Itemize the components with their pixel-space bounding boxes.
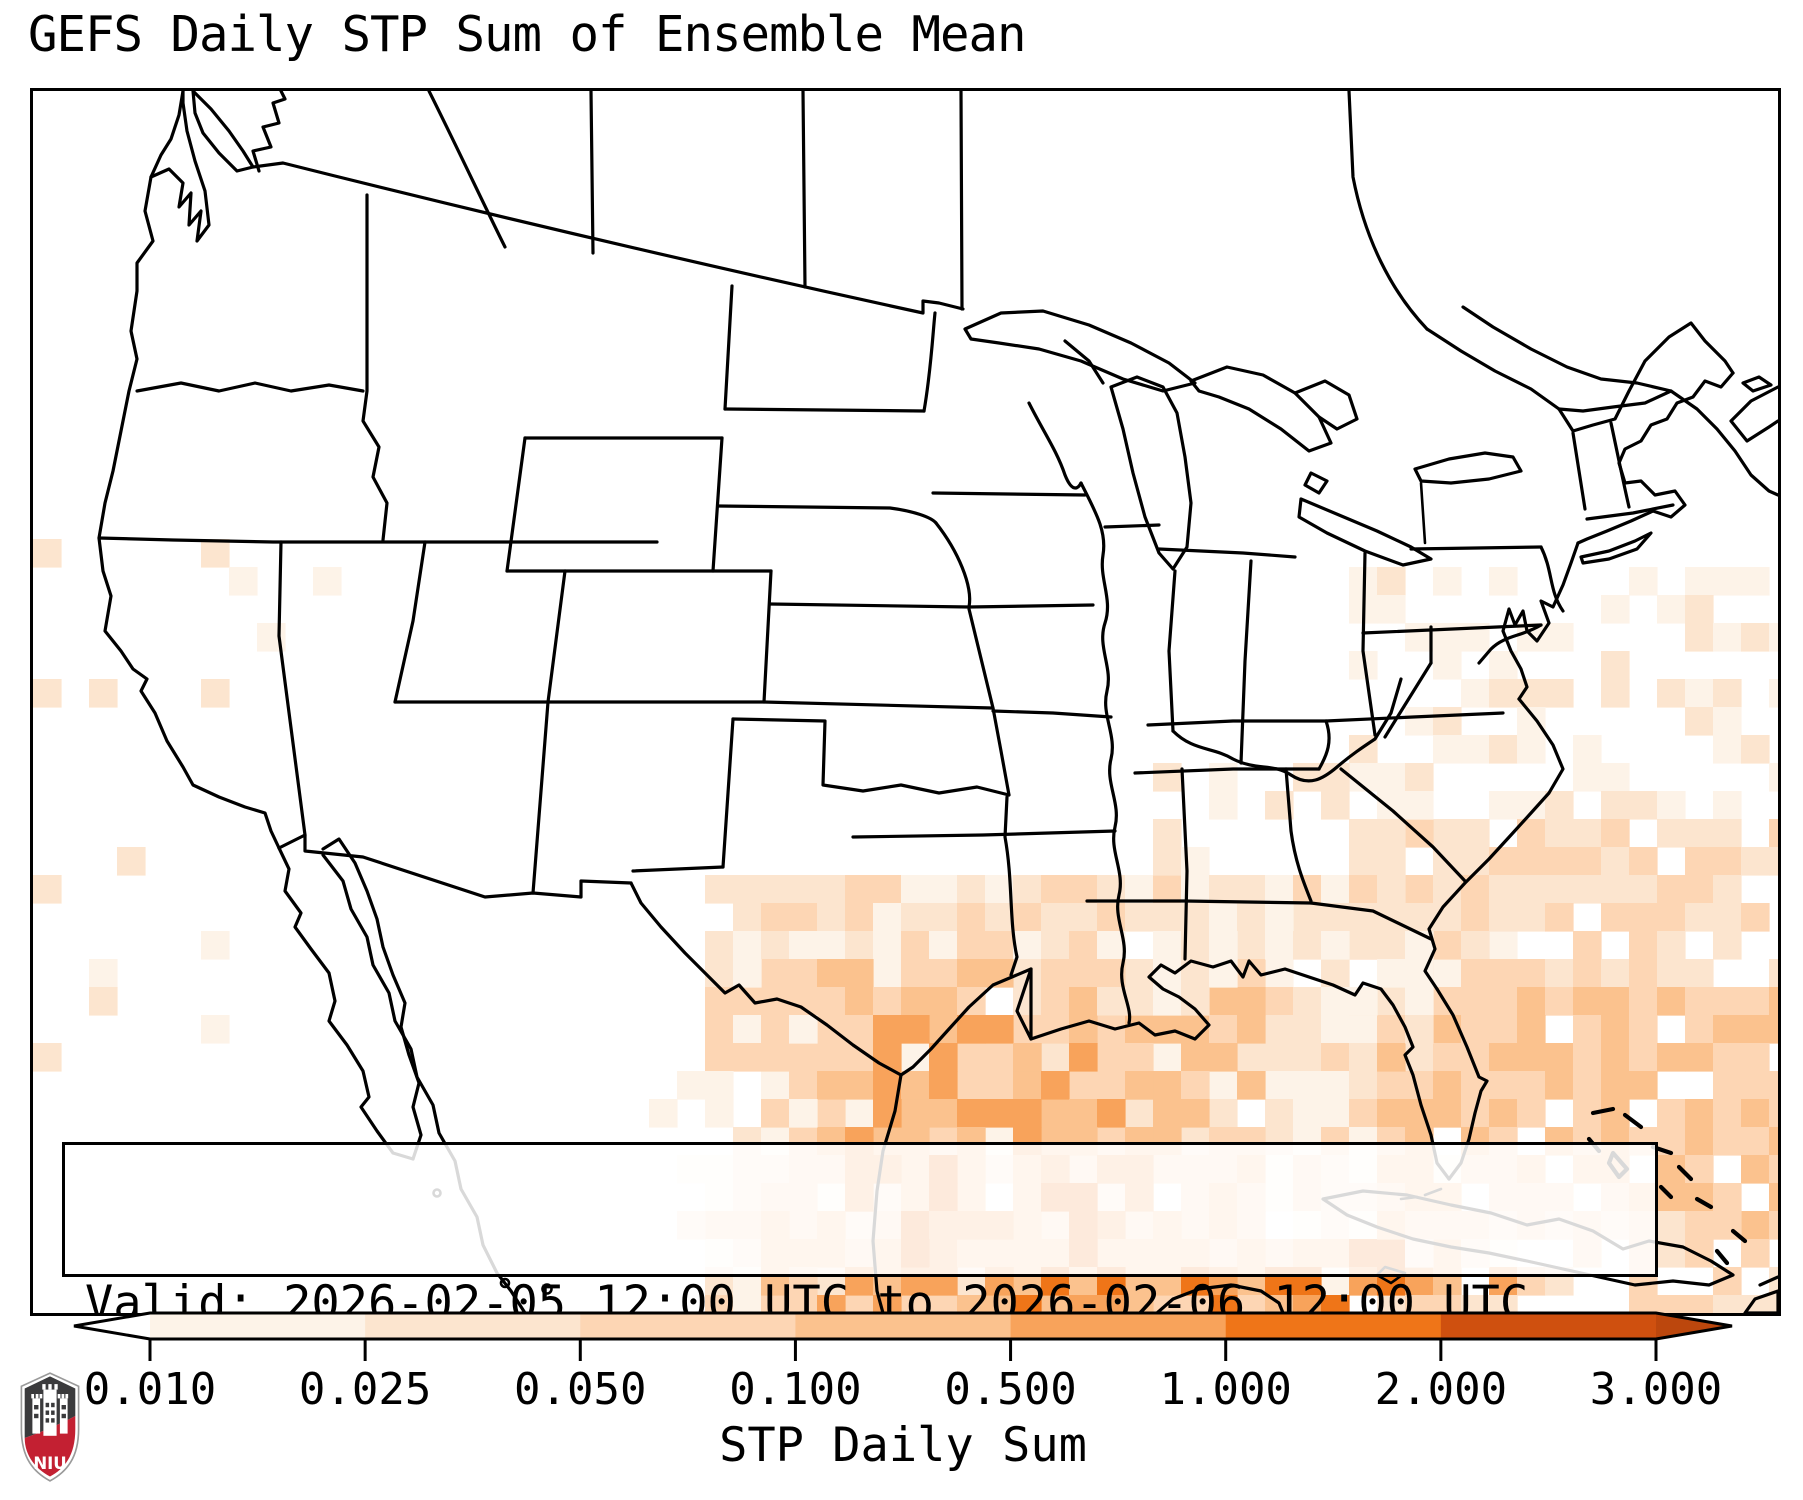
niu-logo: NIU (20, 1372, 80, 1482)
colorbar-tick-label: 0.050 (514, 1364, 647, 1415)
colorbar-segment (580, 1313, 797, 1339)
colorbar-segment (1010, 1313, 1227, 1339)
colorbar-under-arrow (74, 1313, 150, 1339)
stp-colorbar (73, 1311, 1733, 1361)
colorbar-segment (365, 1313, 582, 1339)
state-borders (97, 193, 1675, 1025)
colorbar-over-arrow (1656, 1313, 1732, 1339)
valid-run-info-box: Valid: 2026-02-05 12:00 UTC to 2026-02-0… (62, 1142, 1658, 1313)
map-frame: Valid: 2026-02-05 12:00 UTC to 2026-02-0… (30, 88, 1781, 1316)
logo-castle (31, 1384, 69, 1436)
great-lakes (963, 309, 1523, 571)
colorbar-title: STP Daily Sum (719, 1418, 1087, 1473)
colorbar-tick-label: 2.000 (1374, 1364, 1508, 1415)
map-svg (33, 91, 1778, 1313)
colorbar-tick-label: 0.025 (298, 1364, 432, 1415)
page-title: GEFS Daily STP Sum of Ensemble Mean (28, 6, 1027, 63)
logo-text: NIU (33, 1454, 66, 1473)
valid-line: Valid: 2026-02-05 12:00 UTC to 2026-02-0… (85, 1276, 1529, 1316)
colorbar-tick-label: 3.000 (1589, 1364, 1723, 1415)
colorbar-segment (1440, 1313, 1657, 1339)
colorbar-segment (795, 1313, 1012, 1339)
colorbar-tick-label: 0.100 (729, 1364, 862, 1415)
colorbar-segment (1225, 1313, 1442, 1339)
colorbar-tick-label: 1.000 (1159, 1364, 1292, 1415)
colorbar-tick-label: 0.010 (83, 1364, 217, 1415)
colorbar-tick-label: 0.500 (944, 1364, 1077, 1415)
colorbar-segment (150, 1313, 366, 1339)
